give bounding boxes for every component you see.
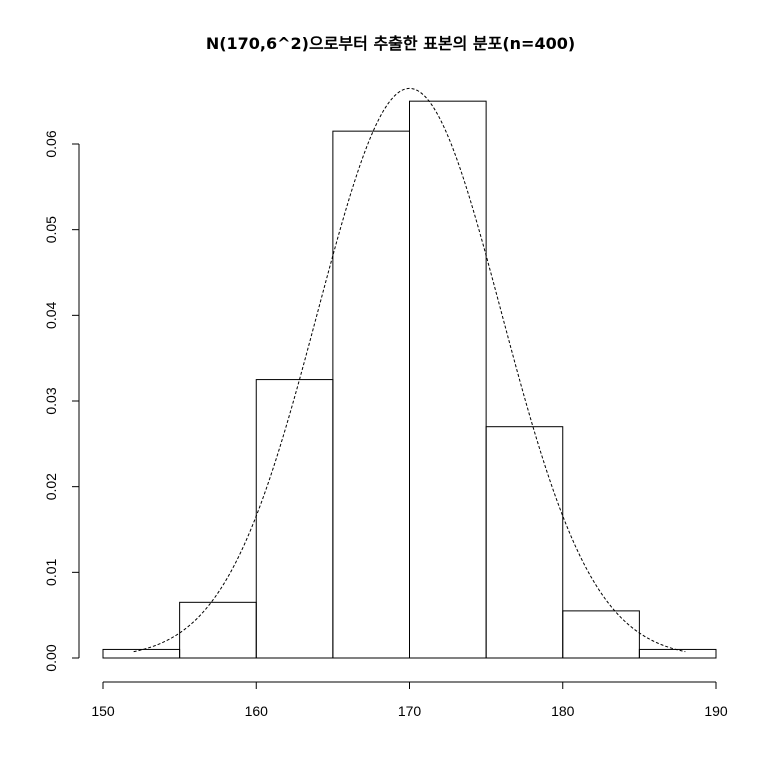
- histogram-bar-0: [102, 648, 181, 659]
- histogram-bars: [102, 100, 717, 659]
- y-tick-label-2: 0.02: [43, 473, 59, 500]
- y-tick-label-5: 0.05: [43, 216, 59, 243]
- histogram-bar-6: [562, 610, 640, 659]
- histogram-bar-3: [332, 130, 410, 659]
- y-tick-label-0: 0.00: [43, 644, 59, 671]
- histogram-bar-4: [409, 100, 487, 659]
- density-curve: [133, 87, 686, 653]
- x-tick-label-1: 160: [245, 703, 269, 719]
- histogram-bar-1: [179, 601, 257, 659]
- density-curve-group: [133, 87, 686, 653]
- histogram-bar-7: [638, 648, 717, 659]
- x-tick-label-3: 180: [551, 703, 575, 719]
- x-tick-label-2: 170: [398, 703, 422, 719]
- y-tick-label-1: 0.01: [43, 558, 59, 585]
- y-tick-label-3: 0.03: [43, 387, 59, 414]
- chart-title: N(170,6^2)으로부터 추출한 표본의 분포(n=400): [205, 34, 576, 53]
- y-tick-label-6: 0.06: [43, 130, 59, 157]
- y-tick-label-4: 0.04: [43, 301, 59, 328]
- x-tick-label-0: 150: [91, 703, 115, 719]
- y-axis: 0.00 0.01 0.02 0.03 0.04 0.05 0.06: [43, 130, 80, 672]
- x-tick-label-4: 190: [704, 703, 728, 719]
- histogram-bar-5: [485, 426, 564, 659]
- histogram-bar-2: [255, 379, 334, 659]
- x-axis: 150 160 170 180 190: [91, 681, 728, 719]
